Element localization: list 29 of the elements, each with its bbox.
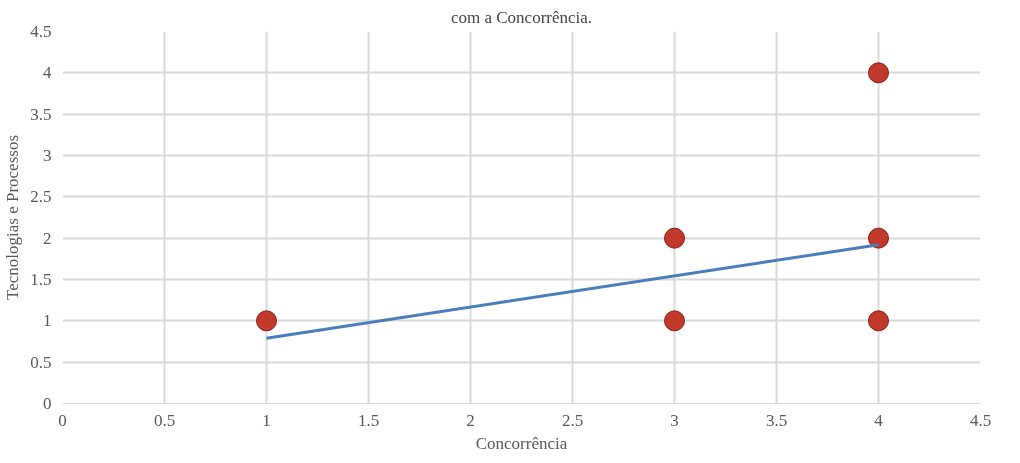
- x-tick-label: 0.5: [153, 410, 176, 430]
- x-axis-title: Concorrência: [475, 433, 568, 453]
- y-tick-label: 0: [43, 394, 52, 413]
- x-tick-label: 3: [670, 410, 679, 430]
- y-tick-label: 3.5: [30, 104, 52, 124]
- x-tick-label: 1: [262, 410, 271, 430]
- y-tick-label: 1: [43, 311, 52, 331]
- x-tick-label: 4: [874, 410, 884, 430]
- point: [868, 310, 889, 332]
- x-tick-label: 2: [466, 410, 475, 430]
- x-tick-label: 2.5: [561, 410, 584, 430]
- chart-title: com a Concorrência.: [450, 7, 593, 27]
- point: [664, 310, 685, 332]
- y-axis-title: Tecnologias e Processos: [3, 135, 23, 300]
- point: [868, 227, 889, 249]
- y-tick-label: 4.5: [30, 22, 52, 41]
- point: [868, 62, 889, 84]
- y-tick-label: 3: [43, 146, 52, 165]
- y-tick-label: 1.5: [30, 270, 52, 289]
- y-tick-label: 0.5: [30, 352, 52, 372]
- y-tick-label: 2.5: [30, 187, 52, 207]
- point: [664, 227, 685, 249]
- y-tick-label: 2: [43, 228, 52, 248]
- point: [256, 310, 277, 332]
- x-tick-label: 1.5: [357, 410, 380, 430]
- x-tick-label: 4.5: [969, 410, 992, 430]
- x-tick-label: 3.5: [765, 410, 788, 430]
- x-tick-label: 0: [58, 410, 67, 430]
- y-tick-label: 4: [43, 63, 52, 83]
